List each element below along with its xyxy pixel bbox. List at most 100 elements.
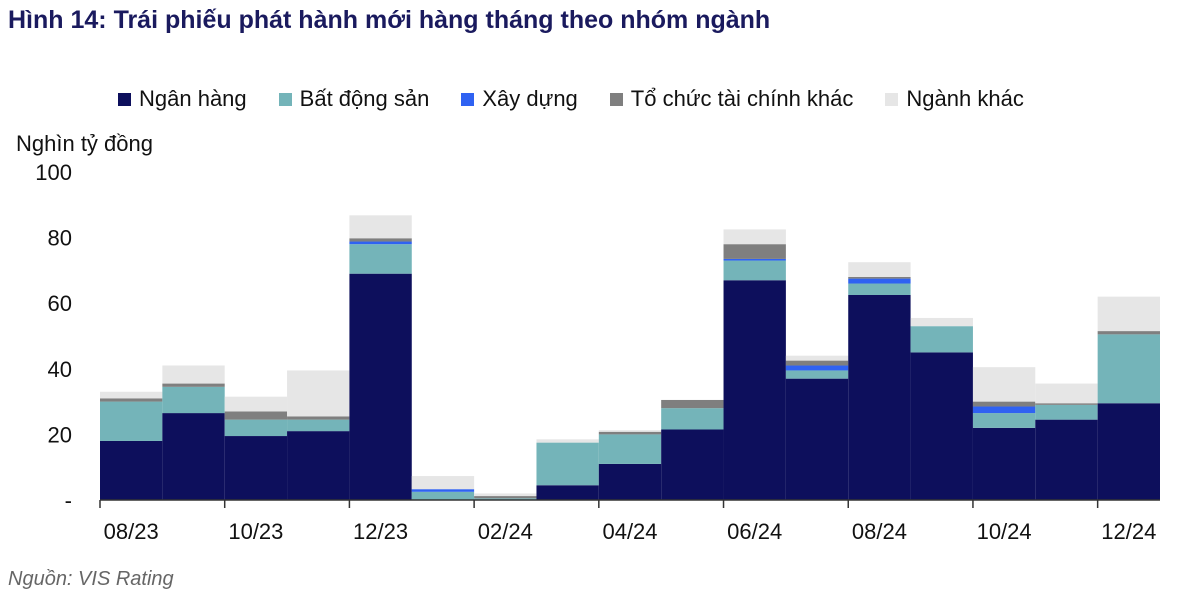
- bar-segment: [1097, 296, 1160, 332]
- legend-swatch: [609, 92, 623, 106]
- bar-segment: [598, 463, 662, 500]
- legend-item: Bất động sản: [278, 86, 430, 112]
- bar-segment: [972, 427, 1036, 500]
- bar-segment: [972, 401, 1036, 407]
- x-tick-label: 06/24: [727, 519, 782, 544]
- bar-segment: [723, 258, 786, 261]
- bar-segment: [1035, 403, 1098, 405]
- bar-segment: [162, 413, 225, 500]
- bar-segment: [287, 431, 350, 500]
- legend-label: Ngành khác: [906, 86, 1024, 111]
- bar-segment: [1035, 404, 1098, 420]
- bar-segment: [224, 396, 288, 412]
- bar-segment: [598, 434, 662, 464]
- bar-segment: [474, 496, 537, 499]
- bar-segment: [474, 493, 537, 497]
- legend-label: Xây dựng: [482, 86, 578, 111]
- bar-segment: [287, 370, 350, 417]
- bar-segment: [723, 244, 786, 259]
- legend-item: Xây dựng: [461, 86, 578, 112]
- bar-segment: [224, 436, 288, 500]
- bar-segment: [162, 365, 225, 384]
- bar-segment: [910, 317, 973, 327]
- bar-segment: [411, 476, 475, 490]
- bar-segment: [349, 241, 412, 245]
- source-note: Nguồn: VIS Rating: [8, 568, 174, 590]
- bar-segment: [349, 215, 412, 239]
- y-tick-label: 100: [35, 160, 72, 185]
- bar-segment: [661, 399, 724, 409]
- bar-segment: [723, 260, 786, 281]
- legend-swatch: [461, 92, 475, 106]
- legend-label: Tổ chức tài chính khác: [630, 86, 854, 111]
- bar-segment: [598, 430, 662, 432]
- bar-segment: [661, 429, 724, 500]
- bar-segment: [785, 355, 849, 361]
- bar-segment: [411, 491, 475, 500]
- bar-segment: [349, 273, 412, 500]
- bar-segment: [100, 398, 163, 402]
- legend-swatch: [118, 92, 131, 106]
- legend-label: Bất động sản: [299, 86, 430, 111]
- bar-segment: [349, 244, 412, 274]
- bar-segment: [349, 238, 412, 242]
- chart-title: Hình 14: Trái phiếu phát hành mới hàng t…: [8, 6, 771, 34]
- bar-segment: [910, 326, 973, 353]
- y-tick-label: 60: [48, 291, 72, 316]
- bar-segment: [785, 360, 849, 366]
- chart-legend: Ngân hàng Bất động sản Xây dựng Tổ chức tài…: [118, 86, 1056, 112]
- legend-item: Ngân hàng: [118, 86, 247, 112]
- bar-segment: [661, 408, 724, 430]
- bar-segment: [785, 365, 849, 371]
- x-tick-label: 04/24: [602, 519, 657, 544]
- bar-segment: [536, 439, 599, 443]
- bar-segment: [598, 431, 662, 435]
- legend-label: Ngân hàng: [139, 86, 247, 111]
- bar-segment: [162, 386, 225, 414]
- x-tick-label: 12/23: [353, 519, 408, 544]
- bar-segment: [224, 419, 288, 437]
- bar-segment: [785, 378, 849, 500]
- bar-segment: [1097, 331, 1160, 335]
- x-tick-label: 10/23: [228, 519, 283, 544]
- y-tick-label: 80: [48, 226, 72, 251]
- bar-segment: [723, 280, 786, 500]
- bar-segment: [100, 401, 163, 441]
- x-tick-label: 08/24: [852, 519, 907, 544]
- bar-segment: [536, 442, 599, 486]
- y-tick-label: -: [65, 488, 72, 513]
- bar-segment: [287, 416, 350, 420]
- y-axis-unit-label: Nghìn tỷ đồng: [16, 131, 153, 156]
- bar-segment: [910, 352, 973, 500]
- bar-segment: [723, 229, 786, 245]
- bar-segment: [1035, 383, 1098, 404]
- bar-segment: [785, 370, 849, 379]
- legend-item: Ngành khác: [885, 86, 1024, 112]
- bar-segment: [162, 383, 225, 387]
- bar-segment: [848, 295, 911, 500]
- bar-segment: [100, 391, 163, 399]
- bar-segment: [536, 485, 599, 500]
- bar-segment: [972, 413, 1036, 428]
- bar-segment: [1097, 334, 1160, 404]
- y-tick-label: 20: [48, 422, 72, 447]
- bar-segment: [848, 278, 911, 284]
- x-tick-label: 10/24: [977, 519, 1032, 544]
- x-tick-label: 08/23: [104, 519, 159, 544]
- bar-segment: [848, 283, 911, 295]
- bar-segment: [287, 419, 350, 432]
- bar-segment: [848, 262, 911, 277]
- legend-swatch: [885, 92, 899, 106]
- x-tick-label: 12/24: [1101, 519, 1156, 544]
- x-tick-label: 02/24: [478, 519, 533, 544]
- legend-item: Tổ chức tài chính khác: [609, 86, 854, 112]
- bar-segment: [1035, 419, 1098, 500]
- legend-swatch: [278, 92, 292, 106]
- bar-segment: [848, 276, 911, 279]
- y-tick-label: 40: [48, 357, 72, 382]
- bar-segment: [972, 367, 1036, 402]
- bar-segment: [411, 489, 475, 492]
- bar-segment: [474, 498, 537, 500]
- bar-segment: [972, 406, 1036, 414]
